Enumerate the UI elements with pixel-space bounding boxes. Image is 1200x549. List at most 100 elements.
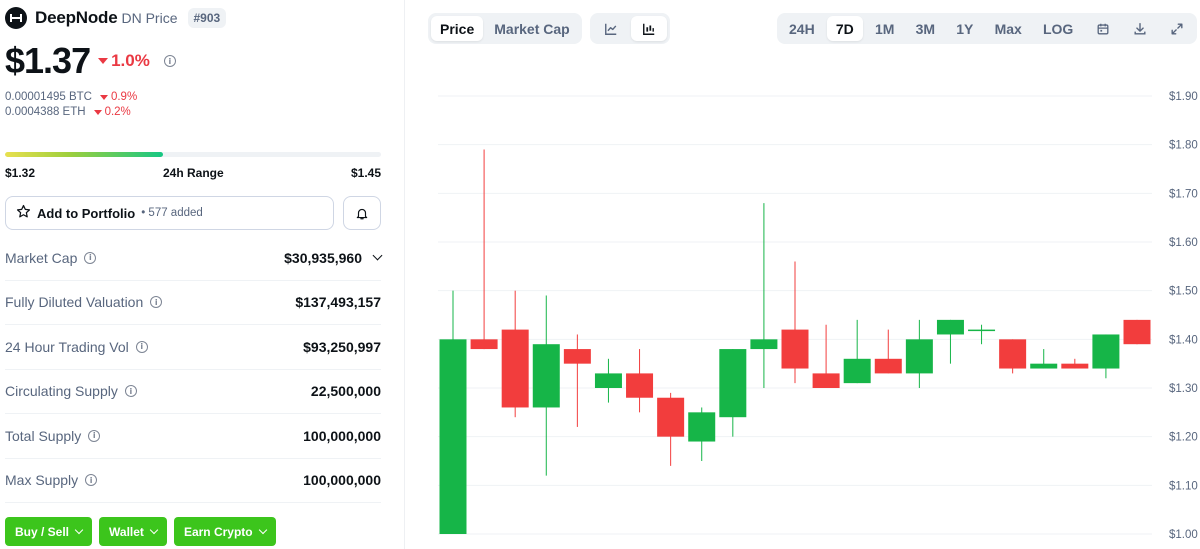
candle-down[interactable]	[999, 339, 1027, 369]
stat-value: $137,493,157	[295, 294, 381, 311]
eth-change: 0.2%	[93, 106, 131, 118]
eth-conversion: 0.0004388 ETH 0.2%	[5, 106, 131, 118]
stat-label: 24 Hour Trading Vol	[5, 338, 129, 355]
y-tick-label: $1.50	[1169, 286, 1198, 298]
download-icon[interactable]	[1123, 16, 1157, 41]
add-to-portfolio-button[interactable]: Add to Portfolio • 577 added	[5, 196, 334, 230]
stat-value: 100,000,000	[303, 472, 381, 489]
earn-crypto-label: Earn Crypto	[183, 524, 253, 539]
stat-label: Circulating Supply	[5, 383, 118, 400]
candle-up[interactable]	[750, 339, 778, 350]
candle-up[interactable]	[936, 319, 964, 335]
down-arrow-icon	[99, 94, 108, 100]
down-arrow-icon	[98, 58, 109, 64]
tab-market-cap[interactable]: Market Cap	[494, 20, 570, 37]
candle-up[interactable]	[439, 339, 467, 534]
candle-up[interactable]	[1030, 363, 1058, 369]
candlestick-chart-icon[interactable]	[631, 16, 667, 41]
candle-down[interactable]	[812, 373, 840, 388]
chevron-down-icon	[149, 525, 159, 535]
stat-label: Total Supply	[5, 427, 82, 444]
rank-badge: #903	[187, 8, 227, 28]
candle-down[interactable]	[874, 358, 902, 374]
coin-name: DeepNode	[35, 8, 118, 27]
stat-row-market-cap[interactable]: Market Cap i $30,935,960	[5, 236, 383, 281]
candle-down[interactable]	[626, 373, 654, 398]
candle-up[interactable]	[688, 412, 716, 442]
y-tick-label: $1.60	[1169, 237, 1198, 249]
y-tick-label: $1.00	[1169, 529, 1198, 541]
range-1m[interactable]: 1M	[874, 20, 895, 37]
line-chart-icon[interactable]	[593, 16, 629, 41]
star-icon	[16, 204, 31, 223]
price-chart[interactable]: $1.90 $1.80 $1.70 $1.60 $1.50 $1.40 $1.30 $1.20…	[428, 60, 1200, 549]
range-7d[interactable]: 7D	[826, 16, 863, 41]
candle-down[interactable]	[781, 329, 809, 369]
buy-sell-label: Buy / Sell	[15, 524, 70, 539]
candle-down[interactable]	[1061, 363, 1089, 369]
stat-row-max-supply: Max Supply i 100,000,000	[5, 459, 381, 503]
info-icon[interactable]: i	[85, 474, 98, 487]
y-tick-label: $1.90	[1169, 91, 1198, 103]
candle-up[interactable]	[719, 349, 747, 418]
wallet-button[interactable]: Wallet	[99, 517, 167, 546]
candle-up[interactable]	[843, 358, 871, 384]
range-bar	[5, 152, 381, 157]
coin-info-panel: DeepNode DN Price #903 $1.37 1.0% i 0.00…	[0, 0, 405, 549]
info-icon[interactable]: i	[150, 296, 163, 309]
range-3m[interactable]: 3M	[915, 20, 936, 37]
tab-price[interactable]: Price	[431, 16, 484, 41]
candle-down[interactable]	[657, 397, 685, 437]
stats-table: Market Cap i $30,935,960 Fully Diluted Va…	[5, 236, 383, 503]
candle-down[interactable]	[563, 349, 591, 364]
info-icon[interactable]: i	[84, 251, 97, 264]
range-24h[interactable]: 24H	[789, 20, 815, 37]
add-to-portfolio-label: Add to Portfolio	[37, 205, 136, 221]
stat-row-circulating-supply: Circulating Supply i 22,500,000	[5, 370, 381, 414]
candle-up[interactable]	[905, 339, 933, 374]
btc-conversion: 0.00001495 BTC 0.9%	[5, 91, 137, 103]
info-icon[interactable]: i	[88, 429, 101, 442]
y-tick-label: $1.40	[1169, 334, 1198, 346]
deepnode-logo-icon	[5, 7, 27, 29]
stat-value: $93,250,997	[303, 338, 381, 355]
chevron-down-icon	[258, 525, 267, 535]
wallet-label: Wallet	[109, 524, 144, 539]
stat-label: Max Supply	[5, 472, 79, 489]
stat-row-fdv: Fully Diluted Valuation i $137,493,157	[5, 281, 381, 325]
current-price: $1.37	[5, 40, 91, 81]
candle-up[interactable]	[968, 329, 996, 332]
earn-crypto-button[interactable]: Earn Crypto	[173, 517, 276, 546]
range-1y[interactable]: 1Y	[956, 20, 974, 37]
info-icon[interactable]: i	[124, 385, 137, 398]
price-row: $1.37 1.0% i	[5, 40, 176, 82]
info-icon[interactable]: i	[163, 55, 176, 67]
candle-up[interactable]	[1092, 334, 1120, 369]
eth-change-value: 0.2%	[104, 106, 131, 118]
candle-down[interactable]	[1123, 319, 1151, 345]
chart-type-toggle	[590, 13, 670, 44]
expand-icon[interactable]	[1160, 16, 1194, 41]
coin-header: DeepNode DN Price #903	[5, 6, 227, 30]
candle-down[interactable]	[470, 339, 498, 350]
buy-sell-button[interactable]: Buy / Sell	[5, 517, 93, 546]
price-change-value: 1.0%	[111, 51, 150, 70]
stat-row-volume: 24 Hour Trading Vol i $93,250,997	[5, 325, 381, 370]
chevron-down-icon[interactable]	[372, 250, 383, 261]
candle-down[interactable]	[501, 329, 529, 408]
eth-value: 0.0004388 ETH	[5, 106, 86, 118]
info-icon[interactable]: i	[135, 340, 148, 353]
candlestick-chart[interactable]: $1.90 $1.80 $1.70 $1.60 $1.50 $1.40 $1.30 $1.20…	[428, 60, 1200, 549]
price-change: 1.0%	[98, 51, 150, 71]
y-tick-label: $1.70	[1169, 188, 1198, 200]
candle-up[interactable]	[532, 344, 560, 408]
range-bar-fill	[5, 152, 163, 157]
calendar-icon[interactable]	[1086, 16, 1120, 41]
stat-value: $30,935,960	[284, 249, 362, 266]
coin-symbol: DN Price	[121, 10, 178, 26]
range-max[interactable]: Max	[994, 20, 1022, 37]
log-scale-toggle[interactable]: LOG	[1042, 20, 1074, 37]
stat-row-total-supply: Total Supply i 100,000,000	[5, 414, 381, 459]
price-alert-button[interactable]	[343, 196, 381, 230]
candle-up[interactable]	[594, 373, 622, 388]
